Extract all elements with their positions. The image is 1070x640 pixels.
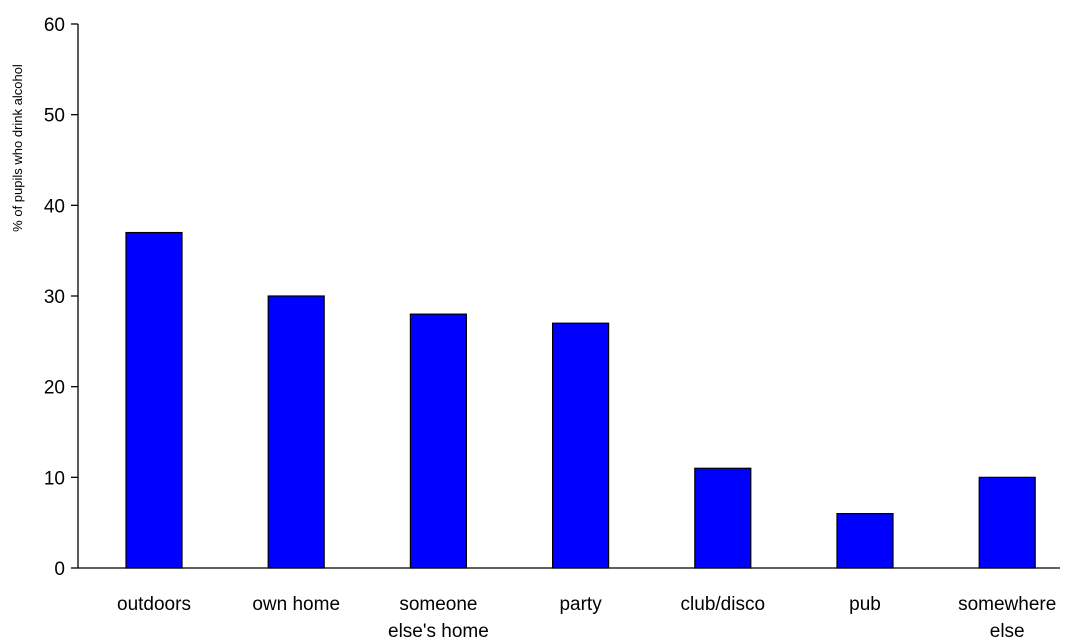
y-tick-label: 20 [44,378,65,399]
y-tick-label: 10 [44,468,65,489]
x-category-label: someone else's home [388,594,489,640]
x-category-label: pub [849,594,881,615]
bar-7 [978,476,1036,569]
bar-2 [267,295,325,569]
x-category-label: party [559,594,602,615]
y-tick-label: 0 [54,559,65,580]
y-axis-title-group: % of pupils who drink alcohol [10,64,25,232]
x-category-label: club/disco [681,594,766,615]
bar-1 [125,231,183,569]
x-category-label: somewhere else [958,594,1056,640]
x-category-labels: outdoors own home someone else's home party c… [117,594,1056,640]
y-tick-label: 60 [44,15,65,36]
bars [125,231,1036,569]
bar-3 [409,313,467,569]
bar-4 [551,322,610,569]
y-axis-title: % of pupils who drink alcohol [10,64,25,232]
y-tick-label: 50 [44,106,65,127]
y-tick-label: 30 [44,287,65,308]
bar-6 [836,512,894,569]
y-tick-label: 40 [44,196,65,217]
bar-5 [694,467,752,569]
y-ticks: 0 10 20 30 40 50 60 [44,15,78,580]
x-category-label: outdoors [117,594,191,615]
x-category-label: own home [252,594,340,615]
